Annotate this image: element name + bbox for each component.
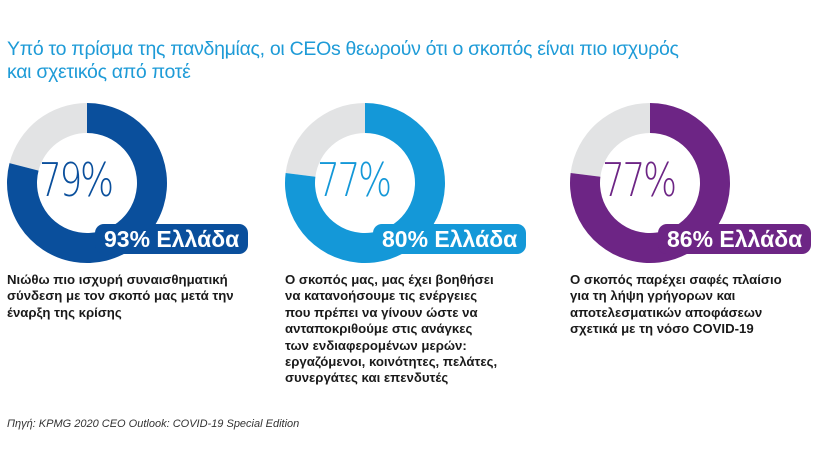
page-title: Υπό το πρίσμα της πανδημίας, οι CEOs θεω… (7, 38, 787, 84)
donut-value-arc (285, 103, 445, 263)
description: Νιώθω πιο ισχυρή συναισθηματική σύνδεση … (7, 272, 267, 321)
donut-value-arc (570, 103, 730, 263)
donut-panel-decision-framework: 77% 86% Ελλάδα Ο σκοπός παρέχει σαφές πλ… (570, 100, 821, 400)
donut-svg (7, 103, 167, 263)
description-line: των ενδιαφερομένων μερών: (285, 337, 467, 353)
description-line: εργαζόμενοι, κοινότητες, πελάτες, (285, 354, 498, 370)
donut-svg (285, 103, 445, 263)
description-line: έναρξη της κρίσης (7, 304, 122, 320)
donut-chart (7, 100, 277, 270)
description-line: Νιώθω πιο ισχυρή συναισθηματική (7, 272, 228, 287)
description-line: συνεργάτες και επενδυτές (285, 370, 449, 386)
description-line: σχετικά με τη νόσο COVID-19 (570, 321, 754, 337)
description-line: ανταποκριθούμε στις ανάγκες (285, 321, 473, 337)
donut-panel-stakeholder-needs: 77% 80% Ελλάδα Ο σκοπός μας, μας έχει βο… (285, 100, 555, 400)
title-line-2: και σχετικός από ποτέ (7, 61, 191, 83)
donut-chart (285, 100, 555, 270)
donut-remainder-arc (570, 103, 650, 177)
description-line: αποτελεσματικών αποφάσεων (570, 304, 763, 320)
global-percentage: 77% (602, 153, 677, 207)
donut-value-arc (7, 103, 167, 263)
greece-badge: 80% Ελλάδα (373, 224, 527, 254)
description: Ο σκοπός παρέχει σαφές πλαίσιο για τη λή… (570, 272, 821, 338)
donut-remainder-arc (9, 103, 87, 171)
donut-remainder-arc (285, 103, 365, 177)
donut-chart (570, 100, 821, 270)
source-note: Πηγή: KPMG 2020 CEO Outlook: COVID-19 Sp… (7, 418, 300, 430)
global-percentage: 77% (317, 153, 392, 207)
description-line: σύνδεση με τον σκοπό μας μετά την (7, 288, 234, 304)
donut-panel-emotional-connection: 79% 93% Ελλάδα Νιώθω πιο ισχυρή συναισθη… (7, 100, 277, 400)
global-percentage: 79% (39, 153, 114, 207)
description-line: Ο σκοπός μας, μας έχει βοηθήσει (285, 272, 494, 287)
title-line-1: Υπό το πρίσμα της πανδημίας, οι CEOs θεω… (7, 38, 679, 60)
greece-badge: 93% Ελλάδα (95, 224, 249, 254)
donut-svg (570, 103, 730, 263)
description-line: να κατανοήσουμε τις ενέργειες (285, 288, 478, 304)
description-line: για τη λήψη γρήγορων και (570, 288, 736, 304)
description-line: Ο σκοπός παρέχει σαφές πλαίσιο (570, 272, 782, 287)
greece-badge: 86% Ελλάδα (658, 224, 812, 254)
description-line: που πρέπει να γίνουν ώστε να (285, 304, 478, 320)
description: Ο σκοπός μας, μας έχει βοηθήσει να καταν… (285, 272, 545, 387)
